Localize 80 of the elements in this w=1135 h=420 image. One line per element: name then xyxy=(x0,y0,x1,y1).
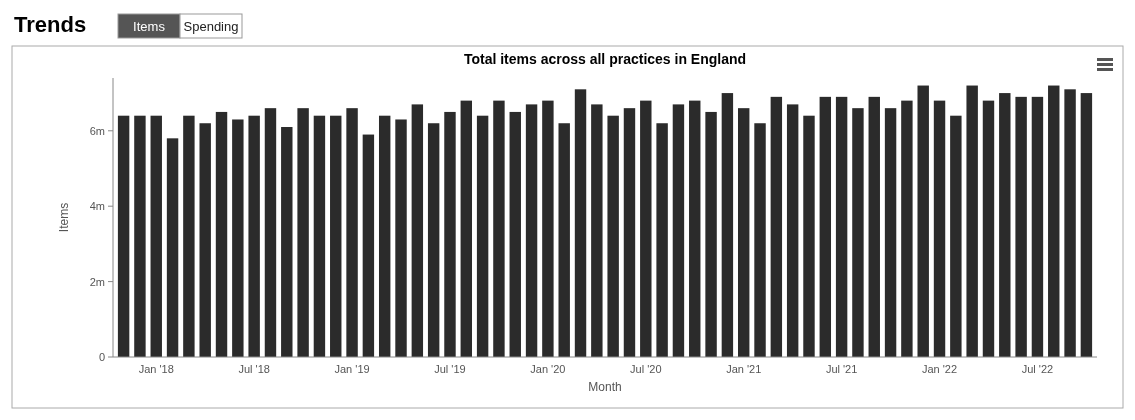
bar xyxy=(1031,96,1044,357)
bar xyxy=(917,85,929,357)
y-tick-label: 4m xyxy=(89,200,105,213)
bar xyxy=(199,123,211,357)
bar xyxy=(525,104,538,357)
bar xyxy=(950,115,962,357)
bar xyxy=(264,108,277,357)
bar xyxy=(362,134,375,357)
bar xyxy=(901,100,913,357)
bar xyxy=(999,93,1011,357)
bar xyxy=(705,111,717,357)
bar xyxy=(117,115,130,357)
bar xyxy=(411,104,424,357)
bar xyxy=(1048,85,1060,357)
bar xyxy=(427,123,440,357)
bar xyxy=(378,115,391,357)
text: Trends xyxy=(14,12,87,37)
x-tick-label: Jul '22 xyxy=(1021,363,1054,375)
bar xyxy=(134,115,146,357)
bar xyxy=(982,100,995,357)
chart-title: Total items across all practices in England xyxy=(463,51,747,67)
y-tick-label: 0 xyxy=(98,351,105,363)
bar xyxy=(738,108,750,357)
bar xyxy=(509,111,521,357)
y-tick-label: 6m xyxy=(89,124,105,137)
bar xyxy=(689,100,701,357)
y-axis-title: Items xyxy=(57,202,71,233)
bar xyxy=(672,104,685,357)
bar xyxy=(852,108,864,357)
bar xyxy=(835,96,848,357)
bar xyxy=(1015,96,1027,357)
x-tick-label: Jan '21 xyxy=(726,363,762,375)
bar xyxy=(623,108,636,357)
bar xyxy=(346,108,358,357)
x-tick-label: Jan '19 xyxy=(334,363,370,375)
bar xyxy=(786,104,799,357)
x-tick-label: Jul '18 xyxy=(238,363,270,375)
text: Spending xyxy=(183,19,239,34)
x-tick-label: Jan '22 xyxy=(921,363,958,375)
bar xyxy=(754,123,766,357)
text: Items xyxy=(133,19,166,34)
bar xyxy=(493,100,505,357)
x-tick-label: Jan '18 xyxy=(138,363,174,375)
bar xyxy=(460,100,472,357)
x-tick-label: Jul '20 xyxy=(630,363,662,375)
bar xyxy=(281,127,293,357)
bar xyxy=(721,93,734,357)
bar xyxy=(1064,89,1076,357)
bar xyxy=(215,111,228,357)
bar xyxy=(166,138,179,357)
bar xyxy=(297,108,309,357)
bar xyxy=(884,108,897,357)
bar xyxy=(656,123,668,357)
bar xyxy=(444,111,456,357)
y-tick-label: 2m xyxy=(89,275,105,288)
bar xyxy=(591,104,603,357)
bar xyxy=(542,100,554,357)
bar xyxy=(1080,93,1093,357)
bar xyxy=(150,115,162,357)
bar xyxy=(232,119,244,357)
bar xyxy=(476,115,489,357)
bar xyxy=(395,119,407,357)
x-tick-label: Jan '20 xyxy=(530,363,566,375)
bar xyxy=(330,115,342,357)
x-axis-title: Month xyxy=(588,380,622,394)
bar xyxy=(966,85,978,357)
x-tick-label: Jul '21 xyxy=(825,363,858,375)
bar xyxy=(574,89,587,357)
bar xyxy=(248,115,260,357)
bar xyxy=(640,100,652,357)
bar xyxy=(313,115,326,357)
bar xyxy=(868,96,880,357)
bar xyxy=(183,115,195,357)
bar xyxy=(607,115,619,357)
bar xyxy=(558,123,570,357)
bar xyxy=(819,96,832,357)
x-tick-label: Jul '19 xyxy=(434,363,466,375)
bar xyxy=(933,100,946,357)
bar xyxy=(770,96,783,357)
bar xyxy=(803,115,815,357)
